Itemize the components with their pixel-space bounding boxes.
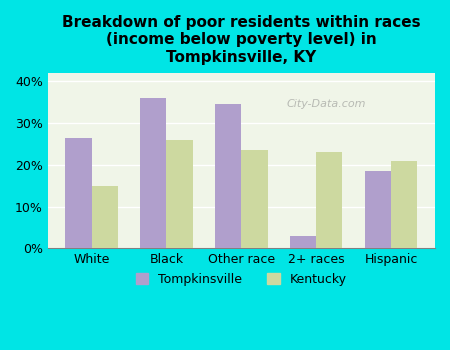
Bar [166, 140, 193, 248]
Bar [365, 171, 391, 248]
Legend: Tompkinsville, Kentucky: Tompkinsville, Kentucky [131, 268, 352, 291]
Bar [215, 104, 241, 248]
Bar [316, 152, 342, 248]
Bar [65, 138, 91, 248]
Text: City-Data.com: City-Data.com [287, 99, 366, 110]
Bar [290, 236, 316, 248]
Bar [140, 98, 166, 248]
Bar [391, 161, 418, 248]
Title: Breakdown of poor residents within races
(income below poverty level) in
Tompkin: Breakdown of poor residents within races… [62, 15, 421, 65]
Bar [241, 150, 268, 248]
Bar [91, 186, 118, 248]
